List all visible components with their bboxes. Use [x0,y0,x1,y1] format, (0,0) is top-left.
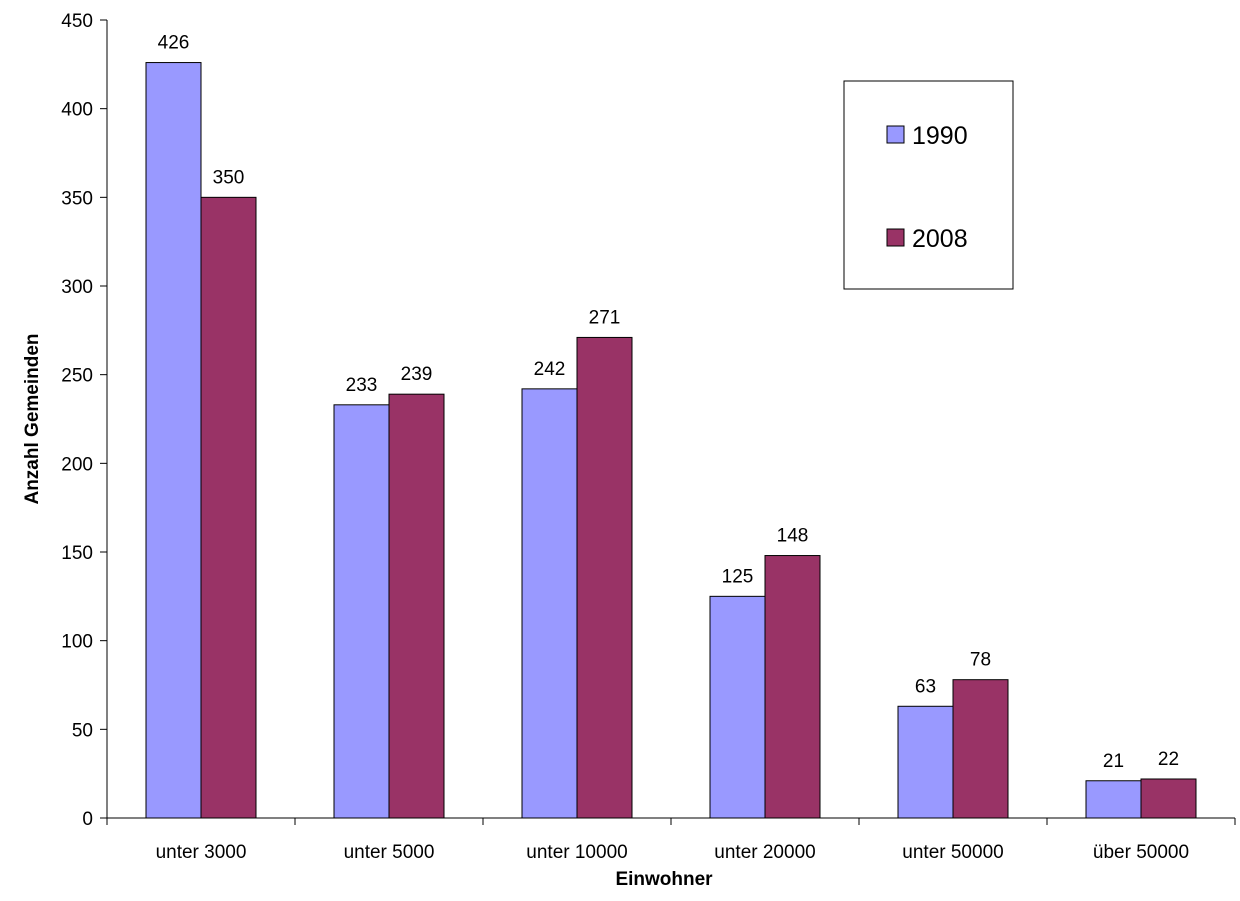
data-label-1990-3: 125 [722,566,754,587]
legend-box [843,80,1014,290]
legend: 1990 2008 [843,80,1014,290]
y-tick-label: 100 [61,632,93,653]
data-label-2008-4: 78 [970,650,991,671]
data-label-1990-0: 426 [158,33,190,54]
y-tick-label: 0 [82,809,93,830]
data-label-2008-1: 239 [401,364,433,385]
data-label-1990-4: 63 [915,676,936,697]
data-label-1990-5: 21 [1103,751,1124,772]
bar-2008-2 [576,336,633,819]
y-axis-title: Anzahl Gemeinden [22,333,43,504]
plot-area: 426 350 233 239 242 271 125 148 63 78 21 22 [145,33,1197,819]
bar-1990-1 [333,404,390,819]
y-tick-label: 250 [61,366,93,387]
data-label-2008-5: 22 [1158,749,1179,770]
y-tick-label: 200 [61,454,93,475]
y-tick-label: 300 [61,277,93,298]
bar-1990-5 [1085,780,1142,819]
y-tick-label: 50 [72,720,93,741]
y-tick-label: 150 [61,543,93,564]
legend-swatch-2008 [886,228,905,247]
data-label-1990-2: 242 [534,359,566,380]
x-tick-label: über 50000 [1093,842,1189,863]
bar-2008-1 [388,393,445,819]
legend-label-1990: 1990 [912,122,968,150]
bar-2008-4 [952,679,1009,819]
x-tick-label: unter 10000 [526,842,627,863]
y-axis: 0 50 100 150 200 250 300 350 400 450 [61,11,108,830]
bar-2008-0 [200,196,257,819]
bar-2008-5 [1140,778,1197,819]
data-label-2008-2: 271 [589,307,621,328]
x-tick-label: unter 50000 [902,842,1003,863]
data-label-2008-3: 148 [777,526,809,547]
bar-1990-4 [897,705,954,819]
y-tick-label: 400 [61,100,93,121]
y-tick-label: 450 [61,11,93,32]
legend-label-2008: 2008 [912,225,968,253]
x-axis-title: Einwohner [615,869,713,890]
bar-1990-0 [145,62,202,819]
data-label-2008-0: 350 [213,167,245,188]
x-axis: unter 3000 unter 5000 unter 10000 unter 200… [106,817,1236,863]
x-tick-label: unter 5000 [344,842,435,863]
x-tick-label: unter 3000 [156,842,247,863]
y-tick-label: 350 [61,188,93,209]
bar-1990-3 [709,595,766,819]
x-tick-label: unter 20000 [714,842,815,863]
bar-1990-2 [521,388,578,819]
bar-2008-3 [764,555,821,819]
data-label-1990-1: 233 [346,375,378,396]
legend-swatch-1990 [886,125,905,144]
